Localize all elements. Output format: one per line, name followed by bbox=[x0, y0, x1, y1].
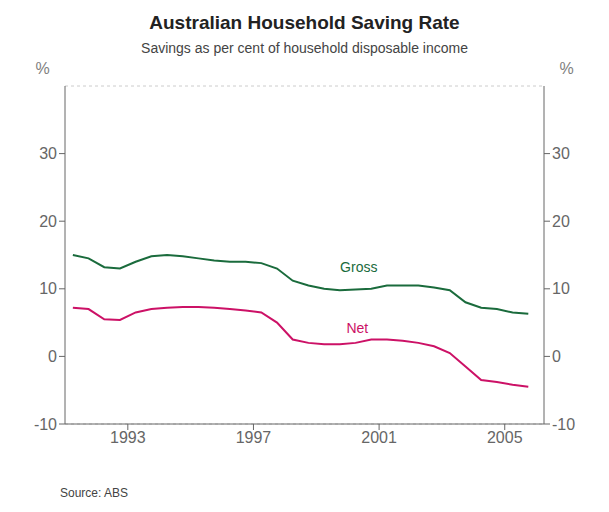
svg-text:Net: Net bbox=[346, 320, 368, 336]
svg-text:0: 0 bbox=[48, 348, 57, 365]
svg-text:-10: -10 bbox=[34, 416, 57, 433]
html-text:Australian Household Saving Ra: Australian Household Saving Rate bbox=[149, 12, 460, 33]
svg-text:%: % bbox=[559, 60, 573, 77]
svg-text:10: 10 bbox=[552, 280, 570, 297]
svg-text:2005: 2005 bbox=[487, 429, 523, 446]
svg-text:30: 30 bbox=[552, 145, 570, 162]
svg-text:20: 20 bbox=[552, 213, 570, 230]
svg-text:0: 0 bbox=[552, 348, 561, 365]
svg-text:2001: 2001 bbox=[361, 429, 397, 446]
svg-text:1993: 1993 bbox=[110, 429, 146, 446]
svg-text:30: 30 bbox=[39, 145, 57, 162]
svg-text:10: 10 bbox=[39, 280, 57, 297]
html-text:Source: ABS: Source: ABS bbox=[60, 486, 128, 500]
svg-text:Gross: Gross bbox=[340, 259, 377, 275]
svg-text:20: 20 bbox=[39, 213, 57, 230]
svg-text:1997: 1997 bbox=[236, 429, 272, 446]
svg-text:-10: -10 bbox=[552, 416, 575, 433]
html-text:Savings as per cent of househo: Savings as per cent of household disposa… bbox=[141, 40, 468, 56]
svg-text:%: % bbox=[35, 60, 49, 77]
